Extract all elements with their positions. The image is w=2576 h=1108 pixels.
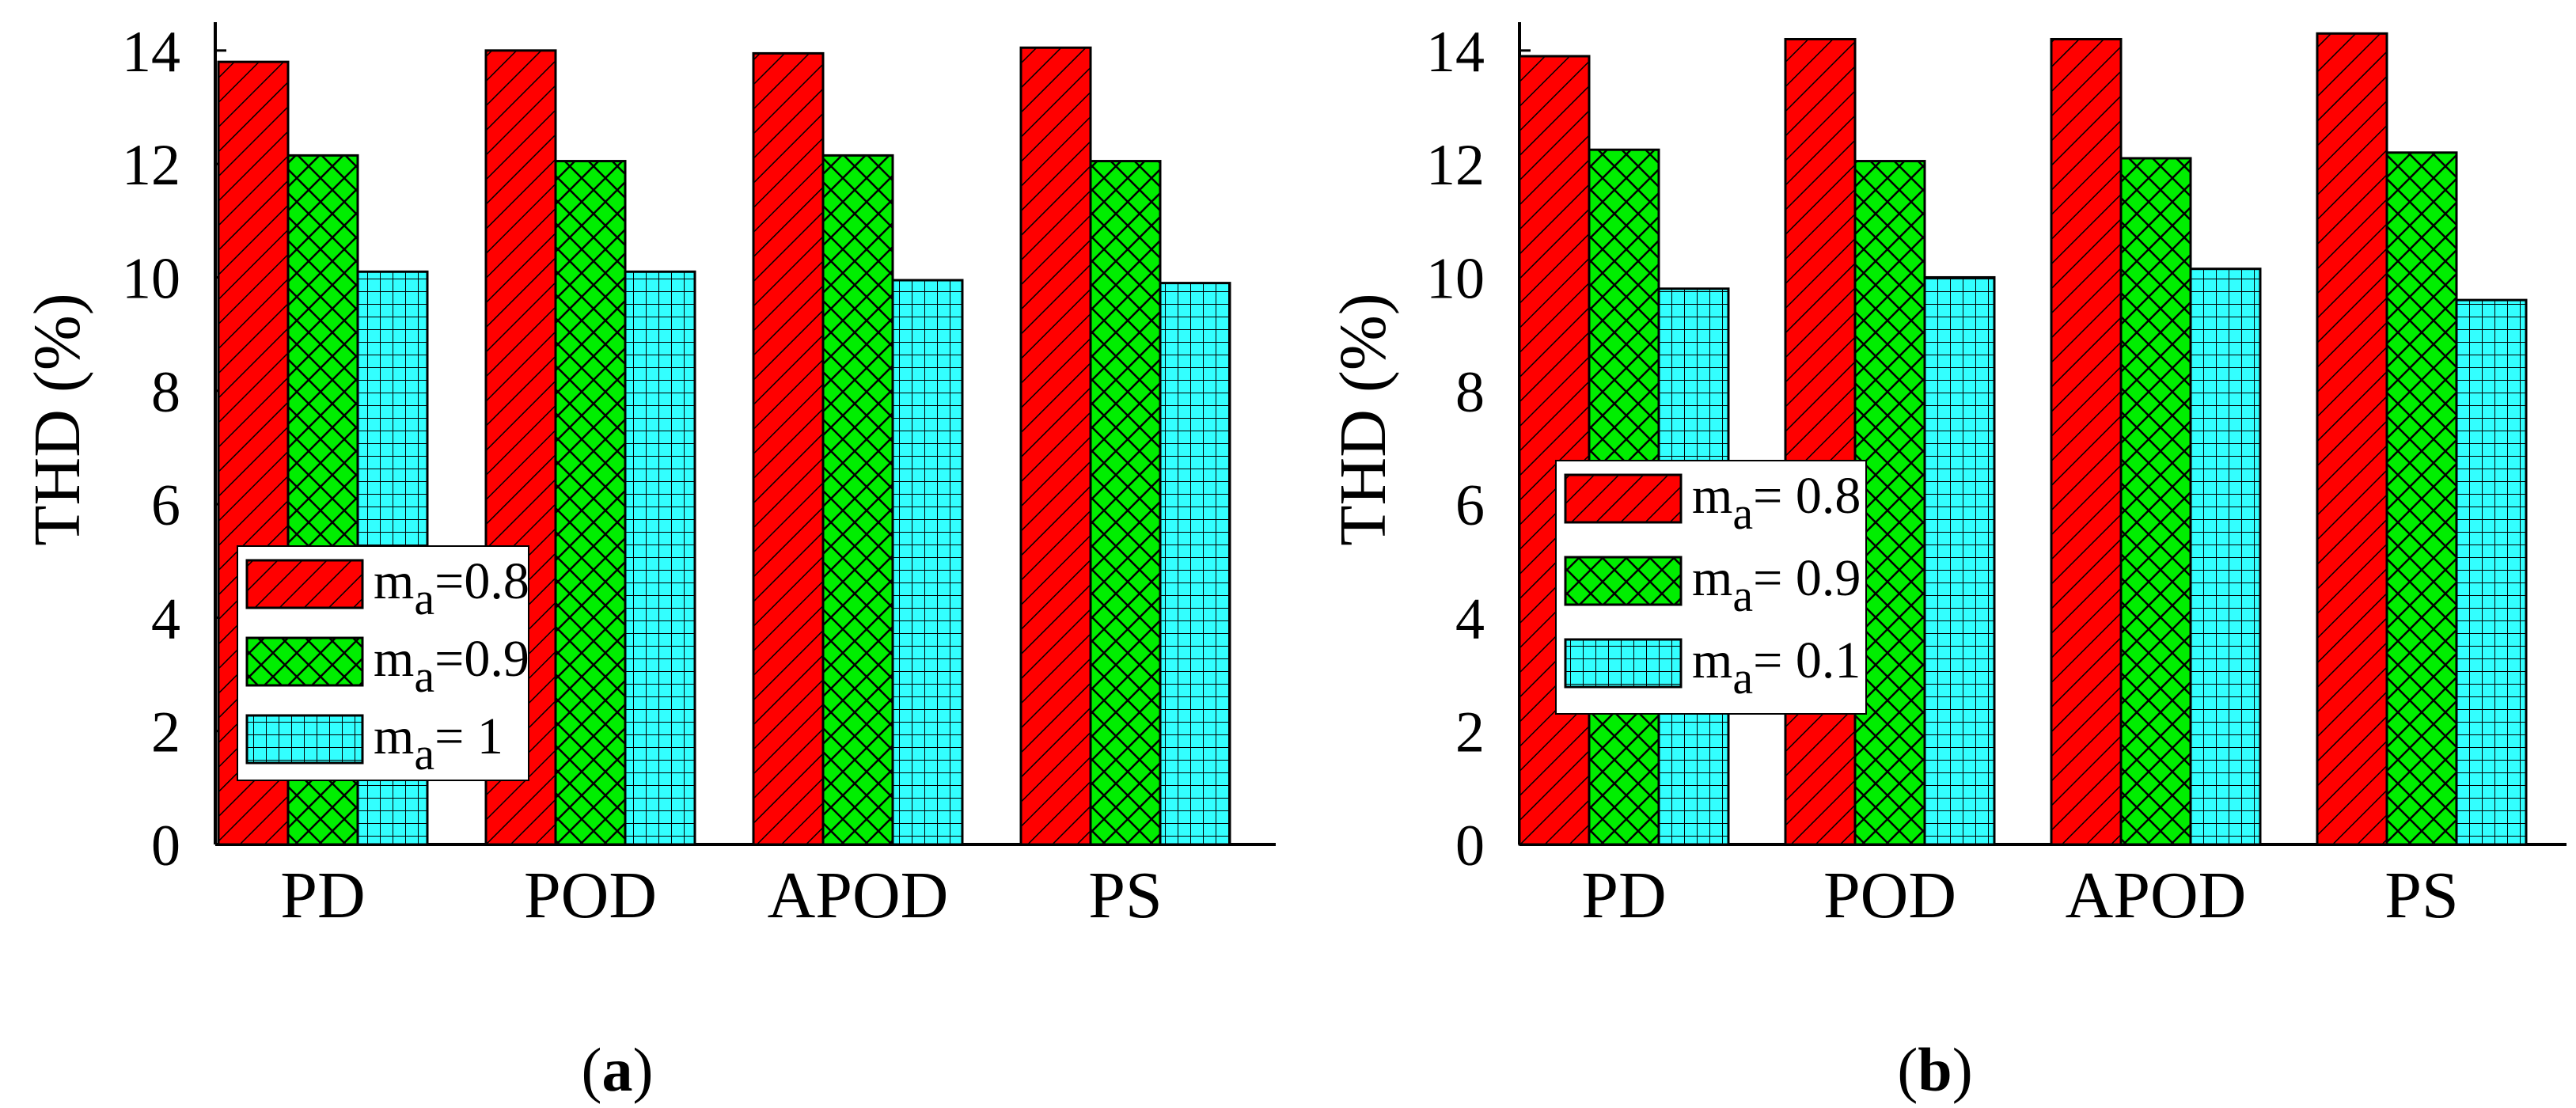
y-tick-label: 2 — [1455, 700, 1485, 765]
bar-pod-series-3 — [624, 270, 696, 846]
y-axis-label: THD (%) — [1326, 293, 1400, 546]
bar-ps-series-1 — [1019, 46, 1092, 846]
y-tick-label: 4 — [1455, 586, 1485, 651]
panel-label: (a) — [582, 1035, 654, 1104]
legend: ma= 0.8 ma= 0.9 ma= 0.1 — [1555, 460, 1867, 715]
y-axis-label: THD (%) — [21, 293, 94, 546]
y-tick-label: 12 — [122, 133, 180, 198]
bars — [1518, 32, 2528, 846]
bar-apod-series-3 — [891, 279, 964, 846]
legend-swatch — [1564, 556, 1683, 606]
bar-pod-series-1 — [1784, 37, 1857, 846]
legend-label: ma=0.9 — [374, 630, 529, 702]
category-labels: PD POD APOD PS — [1581, 859, 2458, 932]
legend-swatch — [1564, 638, 1683, 689]
bar-pod-series-2 — [554, 160, 627, 846]
y-tick-label: 14 — [1426, 20, 1485, 85]
panel-label: (b) — [1897, 1035, 1972, 1104]
legend-swatch — [1564, 473, 1683, 524]
category-label: PD — [280, 859, 365, 932]
bar-apod-series-1 — [752, 51, 825, 846]
y-ticks: 0 2 4 6 8 10 12 14 — [122, 20, 226, 878]
bar-ps-series-2 — [1089, 160, 1162, 846]
legend-label: ma= 0.9 — [1692, 549, 1861, 621]
legend: ma=0.8ma=0.9ma= 1 — [237, 545, 529, 781]
legend-label: ma= 0.1 — [1692, 632, 1861, 704]
y-tick-label: 10 — [1426, 246, 1485, 311]
bar-pd-series-1 — [1518, 55, 1591, 846]
y-tick-label: 14 — [122, 20, 180, 85]
y-ticks: 0 2 4 6 8 10 12 14 — [1426, 20, 1531, 878]
bar-ps-series-2 — [2385, 151, 2458, 846]
category-label: APOD — [2066, 859, 2247, 932]
bar-ps-series-3 — [1159, 282, 1231, 846]
y-tick-label: 8 — [1455, 360, 1485, 425]
category-label: PS — [1088, 859, 1162, 932]
y-tick-label: 4 — [151, 586, 180, 651]
y-tick-label: 10 — [122, 246, 180, 311]
bars — [217, 46, 1231, 846]
bar-pod-series-3 — [1923, 275, 1996, 846]
y-tick-label: 0 — [151, 814, 180, 878]
y-tick-label: 8 — [151, 360, 180, 425]
legend-label: ma=0.8 — [374, 552, 529, 624]
legend-swatch — [245, 559, 364, 609]
legend-swatch — [245, 636, 364, 687]
category-label: PD — [1581, 859, 1666, 932]
bar-ps-series-1 — [2316, 32, 2388, 846]
legend-label: ma= 0.8 — [1692, 467, 1861, 539]
y-tick-label: 6 — [151, 473, 180, 538]
bar-ps-series-3 — [2455, 298, 2528, 846]
legend-swatch — [245, 714, 364, 765]
category-label: POD — [524, 859, 657, 932]
bar-apod-series-2 — [2119, 157, 2192, 846]
bar-apod-series-3 — [2189, 268, 2262, 846]
bar-apod-series-1 — [2050, 37, 2123, 846]
y-tick-label: 2 — [151, 700, 180, 765]
category-label: POD — [1823, 859, 1956, 932]
y-tick-label: 12 — [1426, 133, 1485, 198]
category-labels: PD POD APOD PS — [280, 859, 1162, 932]
y-tick-label: 6 — [1455, 473, 1485, 538]
category-label: APOD — [768, 859, 949, 932]
category-label: PS — [2384, 859, 2458, 932]
y-tick-label: 0 — [1455, 814, 1485, 878]
legend-label: ma= 1 — [374, 708, 503, 780]
bar-apod-series-2 — [821, 154, 894, 846]
